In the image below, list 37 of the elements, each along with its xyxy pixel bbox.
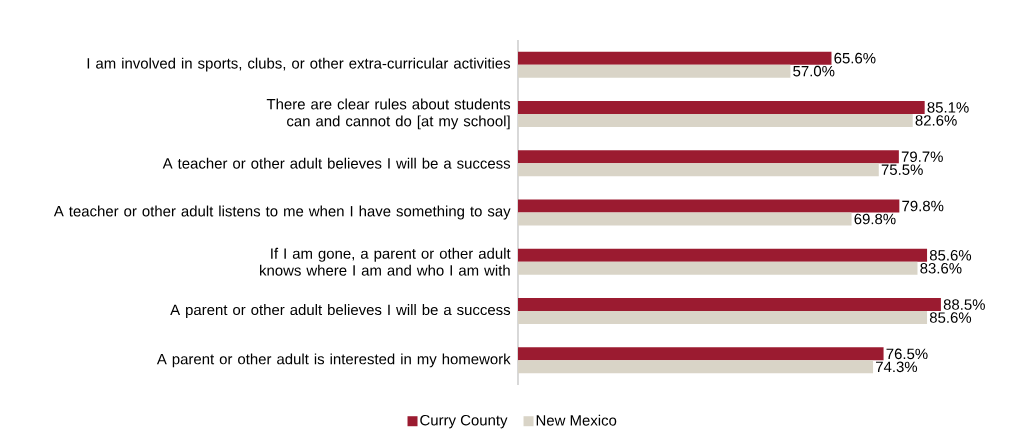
legend-label: Curry County <box>420 414 508 429</box>
y-tick-label: I am involved in sports, clubs, or other extra-curricular activities <box>87 57 511 72</box>
data-label: 79.8% <box>902 200 944 212</box>
bar <box>518 150 899 164</box>
y-tick-label: A parent or other adult is interested in my homework <box>156 353 511 368</box>
data-label: 85.6% <box>929 312 972 323</box>
data-label: 57.0% <box>793 65 835 77</box>
legend-label: New Mexico <box>536 414 617 426</box>
bar <box>518 113 913 127</box>
data-label: 75.5% <box>881 164 923 175</box>
bar <box>518 248 928 262</box>
bar <box>518 360 874 374</box>
bar <box>518 298 941 312</box>
y-tick-label: There are clear rules about students can and cannot do [at my school] <box>266 98 511 130</box>
y-tick-label: A parent or other adult believes I will be a success <box>170 304 511 319</box>
bar <box>518 347 884 361</box>
bar <box>518 212 852 226</box>
bar <box>518 100 925 114</box>
bar <box>518 311 928 325</box>
bar <box>518 163 879 177</box>
data-label: 69.8% <box>854 213 896 225</box>
y-tick-label: A teacher or other adult listens to me when I have something to say <box>53 205 511 220</box>
bar <box>518 51 832 65</box>
data-label: 82.6% <box>915 115 957 126</box>
bar <box>518 64 791 78</box>
bar <box>518 261 918 275</box>
data-label: 88.5% <box>943 299 985 310</box>
y-tick-label: If I am gone, a parent or other adult knows where I am and who I am with <box>260 247 511 276</box>
data-label: 74.3% <box>876 361 918 373</box>
data-label: 85.6% <box>929 250 972 261</box>
y-tick-label: A teacher or other adult believes I will be a success <box>162 157 511 169</box>
data-label: 79.7% <box>901 151 943 162</box>
data-label: 85.1% <box>927 102 969 113</box>
data-label: 83.6% <box>920 263 962 274</box>
data-label: 65.6% <box>834 52 876 64</box>
data-label: 76.5% <box>886 348 928 360</box>
bar <box>518 199 900 213</box>
